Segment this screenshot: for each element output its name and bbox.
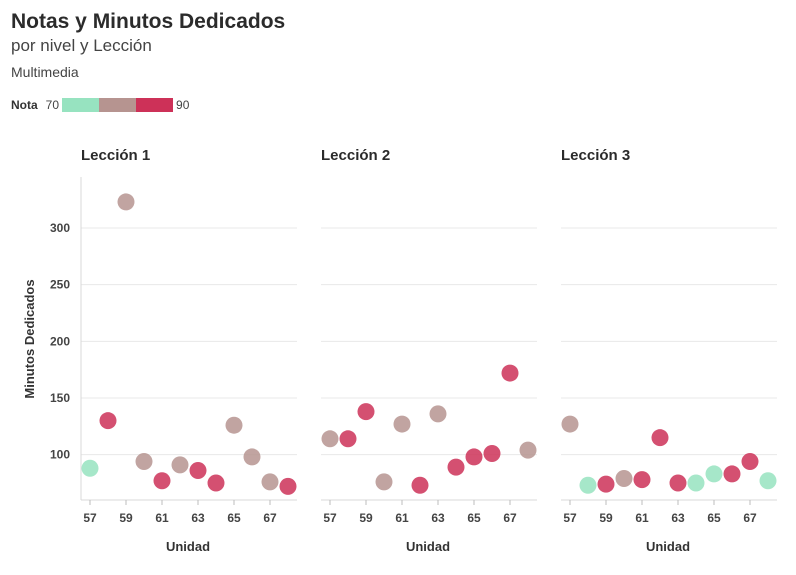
x-tick-label: 59 [599, 511, 613, 525]
y-tick-label: 250 [50, 278, 70, 292]
data-point [723, 465, 741, 483]
data-point [579, 476, 597, 494]
x-axis-title: Unidad [406, 539, 450, 554]
data-point [501, 364, 519, 382]
data-point [171, 456, 189, 474]
data-point [429, 405, 447, 423]
data-point [687, 474, 705, 492]
x-tick-label: 67 [263, 511, 277, 525]
panel-title: Lección 2 [321, 147, 390, 164]
x-tick-label: 59 [359, 511, 373, 525]
data-point [243, 448, 261, 466]
legend-swatch-high [136, 98, 174, 112]
x-tick-label: 59 [119, 511, 133, 525]
legend-min-label: 70 [45, 98, 60, 112]
x-axis-title: Unidad [646, 539, 690, 554]
y-axis-title: Minutos Dedicados [22, 279, 37, 398]
data-point [651, 429, 669, 447]
data-point [465, 448, 483, 466]
data-point [117, 193, 135, 211]
x-tick-label: 65 [227, 511, 241, 525]
color-legend: Nota 70 90 [11, 96, 189, 114]
x-tick-label: 63 [431, 511, 445, 525]
x-tick-label: 67 [743, 511, 757, 525]
data-point [279, 477, 297, 495]
data-point [411, 476, 429, 494]
x-tick-label: 67 [503, 511, 517, 525]
data-point [225, 416, 243, 434]
data-point [153, 472, 171, 490]
data-point [321, 430, 339, 448]
data-point [483, 445, 501, 463]
x-tick-label: 57 [563, 511, 577, 525]
x-tick-label: 57 [83, 511, 97, 525]
chart-subtitle: por nivel y Lección [11, 36, 152, 55]
data-point [339, 430, 357, 448]
panel-title: Lección 3 [561, 147, 630, 164]
x-tick-label: 65 [707, 511, 721, 525]
data-point [357, 403, 375, 421]
data-point [207, 474, 225, 492]
y-tick-label: 100 [50, 448, 70, 462]
chart-title: Notas y Minutos Dedicados [11, 10, 286, 33]
data-point [759, 472, 777, 490]
legend-swatch-low [62, 98, 100, 112]
data-point [615, 469, 633, 487]
legend-title: Nota [11, 98, 38, 112]
data-point [633, 471, 651, 489]
y-tick-label: 300 [50, 221, 70, 235]
data-point [561, 415, 579, 433]
data-point [519, 441, 537, 459]
data-point [261, 473, 279, 491]
data-point [669, 474, 687, 492]
data-point [741, 452, 759, 470]
data-point [189, 462, 207, 480]
x-tick-label: 63 [671, 511, 685, 525]
data-point [99, 412, 117, 430]
x-tick-label: 61 [155, 511, 169, 525]
x-tick-label: 61 [395, 511, 409, 525]
y-tick-label: 150 [50, 391, 70, 405]
data-point [705, 465, 723, 483]
x-axis-title: Unidad [166, 539, 210, 554]
data-point [393, 415, 411, 433]
x-tick-label: 61 [635, 511, 649, 525]
legend-color-bar [62, 98, 174, 112]
data-point [81, 459, 99, 477]
x-tick-label: 65 [467, 511, 481, 525]
chart-caption: Multimedia [11, 64, 79, 80]
legend-swatch-mid [99, 98, 137, 112]
legend-max-label: 90 [176, 98, 190, 112]
x-tick-label: 57 [323, 511, 337, 525]
panel-title: Lección 1 [81, 147, 150, 164]
y-tick-label: 200 [50, 334, 70, 348]
data-point [597, 475, 615, 493]
data-point [375, 473, 393, 491]
x-tick-label: 63 [191, 511, 205, 525]
data-point [135, 452, 153, 470]
data-point [447, 458, 465, 476]
